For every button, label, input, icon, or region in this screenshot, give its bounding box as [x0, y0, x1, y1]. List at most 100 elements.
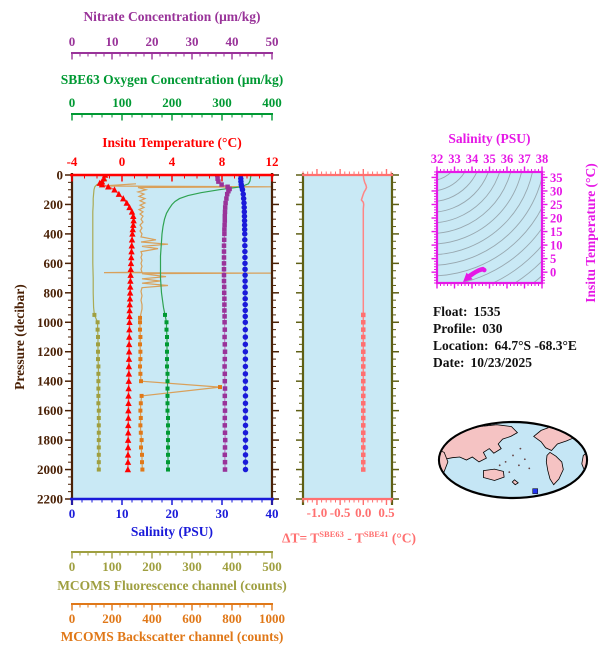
svg-text:0: 0 — [69, 95, 76, 110]
float-label: Float: — [433, 304, 468, 319]
pressure-axis-title: Pressure (decibar) — [12, 284, 27, 390]
svg-text:100: 100 — [102, 559, 122, 574]
location-value: 64.7°S -68.3°E — [494, 338, 577, 353]
svg-text:30: 30 — [216, 506, 229, 521]
bottom-axes: 0 100 200 300 400 500 0 200 400 600 800 1000 — [69, 551, 285, 626]
svg-text:40: 40 — [266, 506, 279, 521]
series-backscatter — [101, 183, 272, 472]
svg-text:800: 800 — [222, 611, 242, 626]
svg-text:40: 40 — [226, 34, 239, 49]
svg-text:30: 30 — [550, 184, 563, 198]
backscatter-axis-title: MCOMS Backscatter channel (counts) — [60, 629, 284, 644]
svg-text:200: 200 — [44, 197, 64, 212]
svg-text:35: 35 — [483, 152, 496, 166]
ts-temperature-axis-title: Insitu Temperature (°C) — [583, 163, 598, 303]
salinity-axis-title: Salinity (PSU) — [130, 524, 214, 539]
svg-text:33: 33 — [448, 152, 461, 166]
svg-text:-4: -4 — [67, 154, 78, 169]
profile-value: 030 — [482, 321, 503, 336]
svg-text:4: 4 — [169, 154, 176, 169]
svg-text:0: 0 — [69, 611, 76, 626]
svg-text:1000: 1000 — [259, 611, 285, 626]
delta-t-prefix: ΔT= T — [282, 530, 320, 546]
svg-text:2200: 2200 — [37, 492, 63, 507]
world-map — [437, 420, 589, 500]
svg-text:100: 100 — [112, 95, 132, 110]
svg-text:1800: 1800 — [37, 433, 63, 448]
svg-text:1600: 1600 — [37, 403, 63, 418]
delta-t-sup-sbe63: SBE63 — [319, 529, 344, 539]
date-label: Date: — [433, 355, 465, 370]
location-label: Location: — [433, 338, 489, 353]
svg-text:-1.0: -1.0 — [307, 505, 328, 520]
svg-text:10: 10 — [116, 506, 129, 521]
svg-text:200: 200 — [102, 611, 122, 626]
svg-text:5: 5 — [550, 252, 556, 266]
svg-text:38: 38 — [536, 152, 549, 166]
svg-text:0.5: 0.5 — [378, 505, 395, 520]
main-plot-series — [92, 175, 272, 473]
float-location-marker — [532, 488, 538, 494]
plot-backgrounds — [72, 172, 542, 499]
svg-text:0: 0 — [69, 34, 76, 49]
svg-text:8: 8 — [219, 154, 226, 169]
delta-t-mid: - T — [343, 530, 364, 546]
svg-text:400: 400 — [142, 611, 162, 626]
svg-text:-0.5: -0.5 — [330, 505, 351, 520]
series-temperature — [96, 175, 137, 473]
svg-text:25: 25 — [550, 198, 563, 212]
date-line: Date: 10/23/2025 — [433, 354, 577, 371]
delta-t-plot: -1.0 -0.5 0.0 0.5 — [296, 169, 399, 520]
date-value: 10/23/2025 — [470, 355, 532, 370]
location-line: Location: 64.7°S -68.3°E — [433, 337, 577, 354]
svg-text:800: 800 — [44, 285, 64, 300]
svg-text:0: 0 — [57, 168, 64, 183]
svg-text:500: 500 — [262, 559, 282, 574]
svg-text:600: 600 — [44, 256, 64, 271]
svg-text:10: 10 — [106, 34, 119, 49]
svg-text:10: 10 — [550, 239, 563, 253]
svg-text:300: 300 — [212, 95, 232, 110]
svg-text:50: 50 — [266, 34, 279, 49]
svg-text:37: 37 — [518, 152, 531, 166]
fluorescence-axis-title: MCOMS Fluorescence channel (counts) — [57, 578, 287, 593]
svg-text:400: 400 — [262, 95, 282, 110]
svg-text:1000: 1000 — [37, 315, 63, 330]
svg-text:0: 0 — [119, 154, 126, 169]
ts-profile-trace — [465, 266, 487, 280]
svg-text:20: 20 — [146, 34, 159, 49]
svg-text:400: 400 — [44, 226, 64, 241]
svg-text:1200: 1200 — [37, 344, 63, 359]
svg-text:0: 0 — [69, 506, 76, 521]
ts-salinity-axis-title: Salinity (PSU) — [448, 131, 531, 146]
series-salinity — [238, 175, 249, 473]
float-id-line: Float: 1535 — [433, 303, 577, 320]
float-info-block: Float: 1535 Profile: 030 Location: 64.7°S -… — [433, 303, 577, 371]
svg-text:0.0: 0.0 — [355, 505, 371, 520]
svg-text:12: 12 — [266, 154, 279, 169]
series-oxygen — [159, 175, 252, 472]
svg-text:36: 36 — [501, 152, 514, 166]
svg-text:20: 20 — [550, 212, 563, 226]
svg-text:34: 34 — [466, 152, 479, 166]
svg-text:20: 20 — [166, 506, 179, 521]
main-plot-frame: 0200400600800100012001400160018002000220… — [37, 154, 279, 521]
series-fluorescence — [92, 175, 108, 472]
top-axes: 0 10 20 30 40 50 0 100 200 300 400 — [69, 34, 282, 121]
svg-text:0: 0 — [550, 266, 556, 280]
svg-text:200: 200 — [142, 559, 162, 574]
svg-text:35: 35 — [550, 171, 563, 185]
svg-text:30: 30 — [186, 34, 199, 49]
oxygen-axis-title: SBE63 Oxygen Concentration (μm/kg) — [60, 72, 284, 87]
svg-text:0: 0 — [69, 559, 76, 574]
svg-text:600: 600 — [182, 611, 202, 626]
svg-text:2000: 2000 — [37, 462, 63, 477]
delta-t-suffix: (°C) — [388, 530, 416, 546]
temperature-axis-title: Insitu Temperature (°C) — [102, 135, 242, 150]
svg-text:200: 200 — [162, 95, 182, 110]
delta-t-axis-title: ΔT= TSBE63 - TSBE41 (°C) — [279, 529, 419, 547]
svg-text:400: 400 — [222, 559, 242, 574]
